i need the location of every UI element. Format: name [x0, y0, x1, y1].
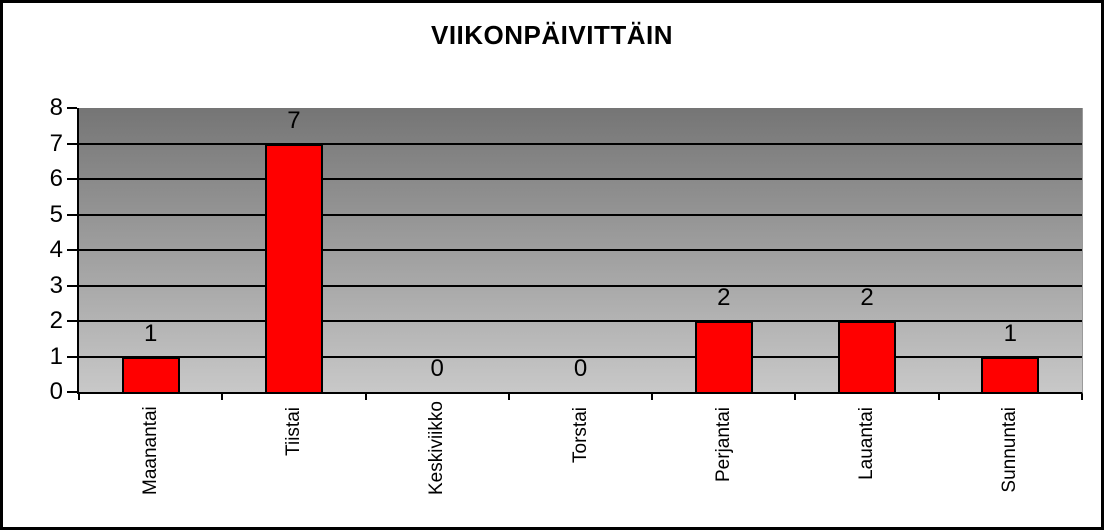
x-axis-category-label: Lauantai [856, 407, 878, 480]
gridline [79, 284, 1082, 287]
y-axis-tick-label: 6 [49, 165, 63, 192]
gridline [79, 355, 1082, 358]
bar-sunnuntai [981, 356, 1040, 392]
bar-value-label: 0 [430, 355, 444, 382]
bar-lauantai [838, 321, 897, 392]
y-axis-tick-label: 8 [49, 94, 63, 121]
y-axis-tick-label: 4 [49, 236, 63, 263]
y-axis-tick-mark [67, 284, 77, 287]
y-axis-tick-mark [67, 142, 77, 145]
x-axis-tick-mark [507, 394, 510, 400]
y-axis-tick-mark [67, 391, 77, 393]
x-axis-tick-mark [78, 394, 80, 400]
plot-area: 1 7 0 0 2 2 1 [77, 108, 1083, 394]
bar-maanantai [121, 356, 180, 392]
gridline [79, 213, 1082, 216]
gridline [79, 178, 1082, 180]
y-axis-tick-mark [67, 178, 77, 180]
y-axis-tick-mark [67, 213, 77, 216]
y-axis-tick-label: 7 [49, 129, 63, 157]
bar-value-label: 1 [143, 319, 158, 347]
y-axis-tick-label: 3 [49, 271, 63, 299]
x-axis-category-label: Maanantai [139, 406, 161, 495]
bar-value-label: 7 [287, 106, 301, 134]
bar-perjantai [694, 321, 753, 392]
x-axis-category-label: Perjantai [712, 407, 734, 482]
y-axis-tick-label: 1 [49, 342, 63, 370]
x-axis-tick-mark [221, 394, 224, 400]
bar-value-label: 0 [573, 355, 588, 382]
x-axis-tick-mark [937, 394, 940, 400]
bar-value-label: 2 [717, 284, 731, 311]
y-axis-tick-mark [67, 320, 77, 322]
y-axis-tick-mark [67, 107, 77, 109]
x-axis-tick-mark [794, 394, 797, 400]
y-axis-tick-label: 5 [49, 200, 63, 228]
y-axis-tick-mark [67, 249, 77, 251]
gridline [79, 320, 1082, 322]
y-axis-tick-label: 2 [49, 307, 63, 334]
bar-tiistai [264, 143, 323, 392]
x-axis-category-label: Tiistai [282, 407, 304, 456]
bar-value-label: 1 [1003, 319, 1018, 347]
x-axis-tick-mark [1081, 394, 1083, 400]
gridline [79, 249, 1082, 251]
bar-value-label: 2 [860, 284, 874, 311]
y-axis-tick-label: 0 [49, 378, 63, 405]
x-axis-category-label: Sunnuntai [999, 407, 1021, 493]
chart-title: VIIKONPÄIVITTÄIN [430, 20, 673, 50]
x-axis-tick-mark [651, 394, 654, 400]
x-axis-category-label: Keskiviikko [426, 401, 448, 495]
x-axis-category-label: Torstai [569, 407, 591, 463]
y-axis-tick-mark [67, 355, 77, 358]
x-axis-tick-mark [364, 394, 367, 400]
gridline [79, 142, 1082, 145]
